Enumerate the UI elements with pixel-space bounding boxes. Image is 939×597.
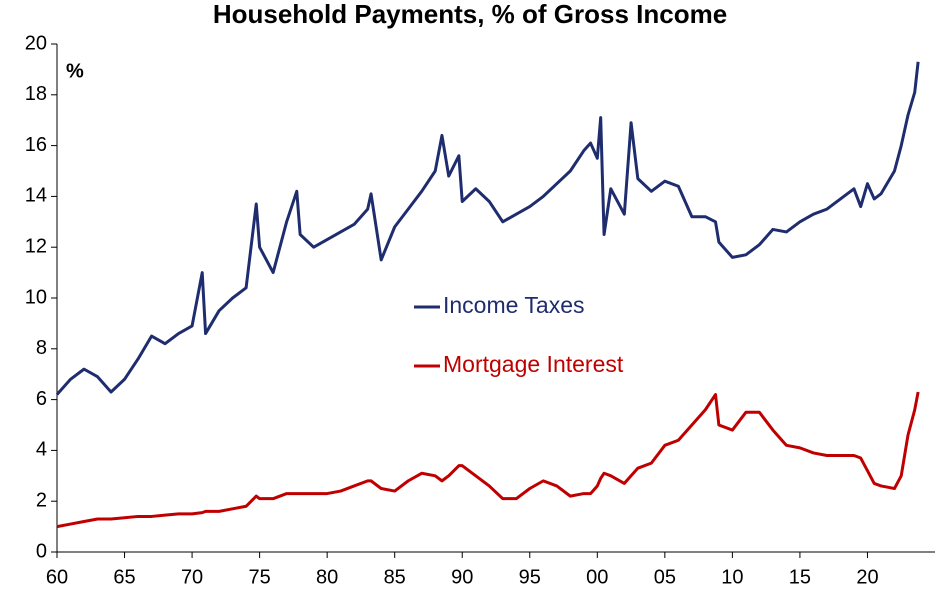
x-tick-label: 60 (46, 566, 68, 588)
x-tick-label: 15 (789, 566, 811, 588)
x-tick-label: 95 (519, 566, 541, 588)
y-tick-label: 18 (25, 83, 47, 105)
y-tick-label: 14 (25, 185, 47, 207)
y-tick-label: 20 (25, 32, 47, 54)
x-tick-label: 90 (451, 566, 473, 588)
y-tick-label: 8 (36, 337, 47, 359)
x-tick-label: 80 (316, 566, 338, 588)
y-tick-label: 12 (25, 235, 47, 257)
y-tick-label: 2 (36, 489, 47, 511)
x-tick-label: 20 (856, 566, 878, 588)
y-tick-label: 16 (25, 134, 47, 156)
legend-label: Income Taxes (443, 292, 584, 318)
x-tick-label: 05 (654, 566, 676, 588)
x-tick-label: 00 (586, 566, 608, 588)
y-tick-label: 6 (36, 388, 47, 410)
legend-label: Mortgage Interest (443, 351, 624, 377)
line-series (56, 391, 920, 529)
y-tick-label: 0 (36, 540, 47, 562)
x-tick-label: 70 (181, 566, 203, 588)
line-series (55, 61, 920, 396)
x-tick-label: 85 (384, 566, 406, 588)
chart-title: Household Payments, % of Gross Income (213, 0, 727, 29)
x-tick-label: 75 (248, 566, 270, 588)
x-tick-label: 10 (721, 566, 743, 588)
x-tick-label: 65 (113, 566, 135, 588)
y-tick-label: 10 (25, 286, 47, 308)
y-axis-label: % (66, 60, 84, 82)
y-tick-label: 4 (36, 439, 47, 461)
